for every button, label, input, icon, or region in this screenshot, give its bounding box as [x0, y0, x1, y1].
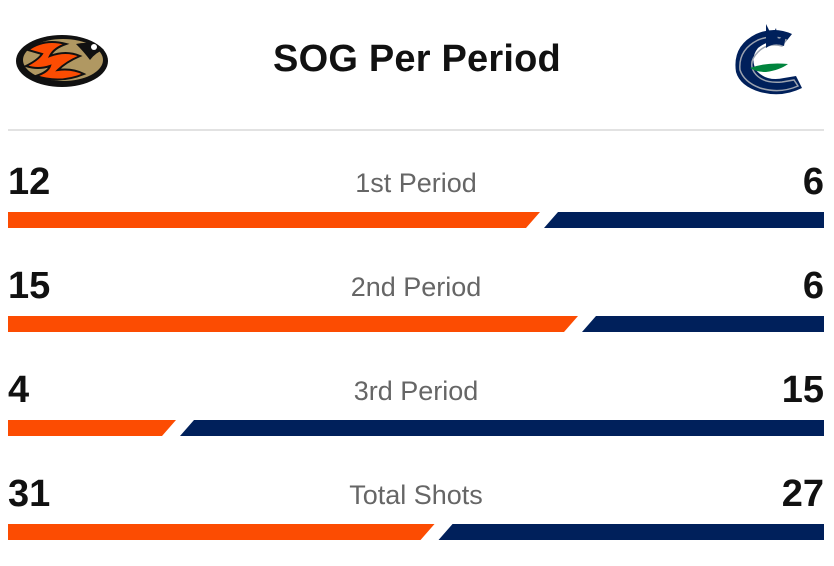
home-sog-bar	[8, 420, 176, 436]
away-sog-bar	[544, 212, 824, 228]
home-sog-value: 31	[8, 473, 51, 515]
away-sog-bar	[180, 420, 824, 436]
away-sog-bar	[582, 316, 824, 332]
sog-comparison-bar	[8, 212, 824, 228]
away-sog-value: 6	[802, 161, 824, 203]
home-sog-value: 12	[8, 161, 51, 203]
sog-comparison-bar	[8, 524, 824, 540]
header-divider	[8, 129, 824, 131]
away-sog-value: 15	[781, 369, 824, 411]
sog-comparison-bar	[8, 420, 824, 436]
period-label: Total Shots	[349, 480, 483, 510]
period-row-1: 12 1st Period 6	[8, 160, 824, 244]
home-sog-bar	[8, 212, 540, 228]
period-label: 1st Period	[355, 168, 477, 198]
sog-comparison-bar	[8, 316, 824, 332]
period-label: 3rd Period	[353, 376, 479, 406]
period-label: 2nd Period	[350, 272, 482, 302]
away-sog-bar	[438, 524, 824, 540]
period-row-2: 15 2nd Period 6	[8, 264, 824, 348]
canucks-logo-icon	[726, 22, 812, 98]
home-sog-value: 4	[8, 369, 30, 411]
ducks-logo-icon	[14, 30, 112, 92]
home-sog-value: 15	[8, 265, 51, 307]
header: SOG Per Period	[0, 0, 834, 128]
home-sog-bar	[8, 524, 435, 540]
away-sog-value: 6	[802, 265, 824, 307]
period-row-3: 4 3rd Period 15	[8, 368, 824, 452]
total-shots-row: 31 Total Shots 27	[8, 472, 824, 556]
away-sog-value: 27	[781, 473, 824, 515]
page-title: SOG Per Period	[273, 38, 561, 80]
home-sog-bar	[8, 316, 578, 332]
